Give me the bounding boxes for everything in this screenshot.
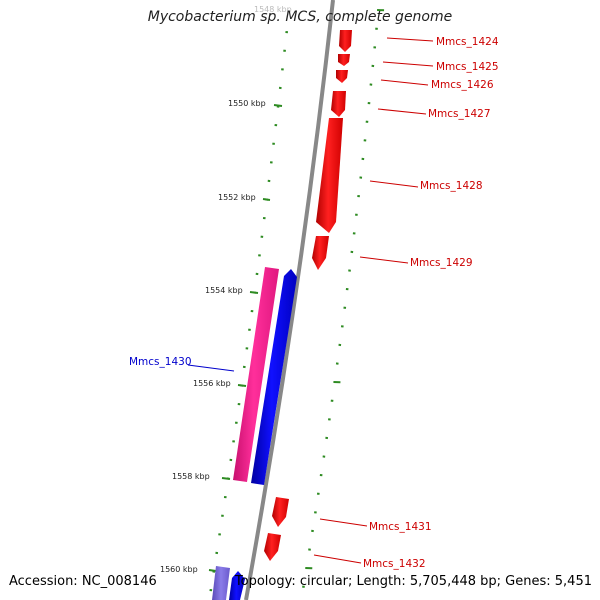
gene-label[interactable]: Mmcs_1426 — [431, 79, 494, 91]
reverse-genes — [212, 267, 297, 600]
gene-mmcs-1424-arrow[interactable] — [339, 30, 352, 52]
gene-label[interactable]: Mmcs_1432 — [363, 558, 426, 570]
gene-mmcs-1428-arrow[interactable] — [316, 118, 343, 233]
scale-label: 1560 kbp — [160, 565, 198, 574]
gene-label[interactable]: Mmcs_1428 — [420, 180, 483, 192]
forward-genes — [264, 30, 352, 561]
gene-mmcs-1426-arrow[interactable] — [336, 70, 348, 83]
gene-label[interactable]: Mmcs_1424 — [436, 36, 499, 48]
gene-reverse-arrow-lower[interactable] — [229, 571, 245, 600]
scale-label: 1554 kbp — [205, 286, 243, 295]
genome-backbone — [244, 0, 335, 600]
genome-stats-text: Topology: circular; Length: 5,705,448 bp… — [234, 574, 592, 589]
gene-label[interactable]: Mmcs_1430 — [129, 356, 192, 368]
gene-labels: Mmcs_1424 Mmcs_1425 Mmcs_1426 Mmcs_1427 … — [129, 36, 499, 570]
accession-text: Accession: NC_008146 — [9, 574, 157, 589]
scale-label: 1548 kbp — [254, 5, 292, 14]
scale-ticks-right — [302, 9, 385, 588]
gene-mmcs-1429-arrow[interactable] — [312, 236, 329, 270]
gene-mmcs-1425-arrow[interactable] — [338, 54, 350, 66]
gene-label[interactable]: Mmcs_1425 — [436, 61, 499, 73]
gene-label[interactable]: Mmcs_1427 — [428, 108, 491, 120]
gene-leader-lines — [187, 37, 434, 564]
map-title: Mycobacterium sp. MCS, complete genome — [147, 9, 453, 25]
gene-mmcs-1431-arrow[interactable] — [272, 497, 289, 527]
gene-mmcs-1430-bar[interactable] — [233, 267, 279, 482]
gene-label[interactable]: Mmcs_1431 — [369, 521, 432, 533]
gene-mmcs-1427-arrow[interactable] — [331, 91, 346, 117]
gene-reverse-faded[interactable] — [212, 566, 230, 600]
scale-label: 1556 kbp — [193, 379, 231, 388]
scale-label: 1558 kbp — [172, 472, 210, 481]
scale-label: 1550 kbp — [228, 99, 266, 108]
gene-label[interactable]: Mmcs_1429 — [410, 257, 473, 269]
scale-labels: 1548 kbp 1550 kbp 1552 kbp 1554 kbp 1556… — [160, 5, 292, 574]
scale-major-ticks — [208, 104, 283, 572]
gene-mmcs-1432-arrow[interactable] — [264, 533, 281, 561]
scale-ticks-left — [209, 31, 289, 592]
scale-label: 1552 kbp — [218, 193, 256, 202]
gene-reverse-arrow[interactable] — [251, 269, 297, 485]
